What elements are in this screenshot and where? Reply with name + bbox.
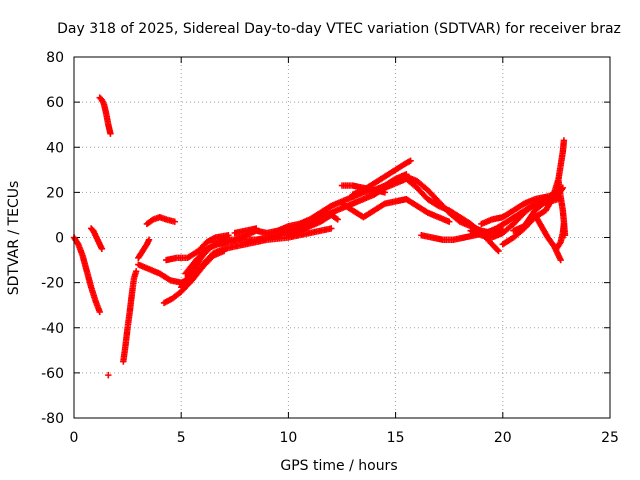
data-point (107, 130, 114, 137)
x-tick-label: 0 (70, 430, 79, 446)
x-tick-label: 10 (279, 430, 297, 446)
plot-frame (73, 56, 611, 419)
series-arc-7 (143, 213, 178, 228)
data-point (446, 218, 453, 225)
y-axis-title: SDTVAR / TECUs (6, 181, 22, 296)
data-point (96, 308, 103, 316)
y-tick-label: 40 (46, 140, 64, 156)
y-tick-labels: -80 -60 -40 -20 0 20 40 60 80 (41, 50, 64, 427)
data-marks (70, 94, 569, 379)
data-point (171, 218, 178, 225)
data-point (132, 268, 140, 275)
y-tick-label: -60 (41, 366, 64, 382)
chart-title: Day 318 of 2025, Sidereal Day-to-day VTE… (57, 21, 621, 37)
y-tick-label: -20 (41, 276, 64, 292)
y-tick-label: -80 (41, 411, 64, 427)
series-arc-2 (87, 225, 106, 252)
series-arc-5 (120, 268, 140, 365)
y-tick-label: 80 (46, 50, 64, 66)
series-arc-4 (105, 371, 112, 379)
series-arc-26 (553, 220, 568, 252)
y-tick-label: 60 (46, 95, 64, 111)
series-arc-9 (160, 247, 228, 307)
data-point (253, 225, 260, 232)
y-tick-label: 20 (46, 185, 64, 201)
series-arc-14 (285, 211, 341, 239)
data-point (560, 137, 568, 144)
data-point (407, 157, 414, 164)
data-point (560, 220, 568, 228)
data-point (220, 247, 228, 255)
data-point (494, 246, 501, 254)
data-point (557, 256, 564, 264)
data-point (105, 371, 112, 379)
series-arc-13 (231, 225, 260, 237)
series-arc-3 (96, 94, 114, 137)
x-tick-label: 5 (177, 430, 186, 446)
grid-lines (74, 57, 610, 418)
series-arc-10 (162, 232, 232, 264)
data-point (328, 225, 335, 232)
y-tick-label: 0 (55, 231, 64, 247)
series-arc-21 (478, 191, 558, 228)
x-axis-title: GPS time / hours (280, 458, 397, 474)
series-arc-6 (135, 236, 153, 262)
x-tick-label: 20 (494, 430, 512, 446)
series-arc-16 (338, 195, 453, 225)
data-point (145, 236, 153, 243)
series-arc-12 (182, 175, 502, 277)
series-arc-17 (349, 157, 414, 198)
data-point (334, 216, 341, 223)
data-point (98, 245, 106, 252)
x-tick-labels: 0 5 10 15 20 25 (70, 430, 619, 446)
data-point (495, 247, 502, 255)
x-tick-label: 25 (601, 430, 619, 446)
data-point (333, 215, 340, 222)
y-tick-label: -40 (41, 321, 64, 337)
x-tick-label: 15 (387, 430, 405, 446)
